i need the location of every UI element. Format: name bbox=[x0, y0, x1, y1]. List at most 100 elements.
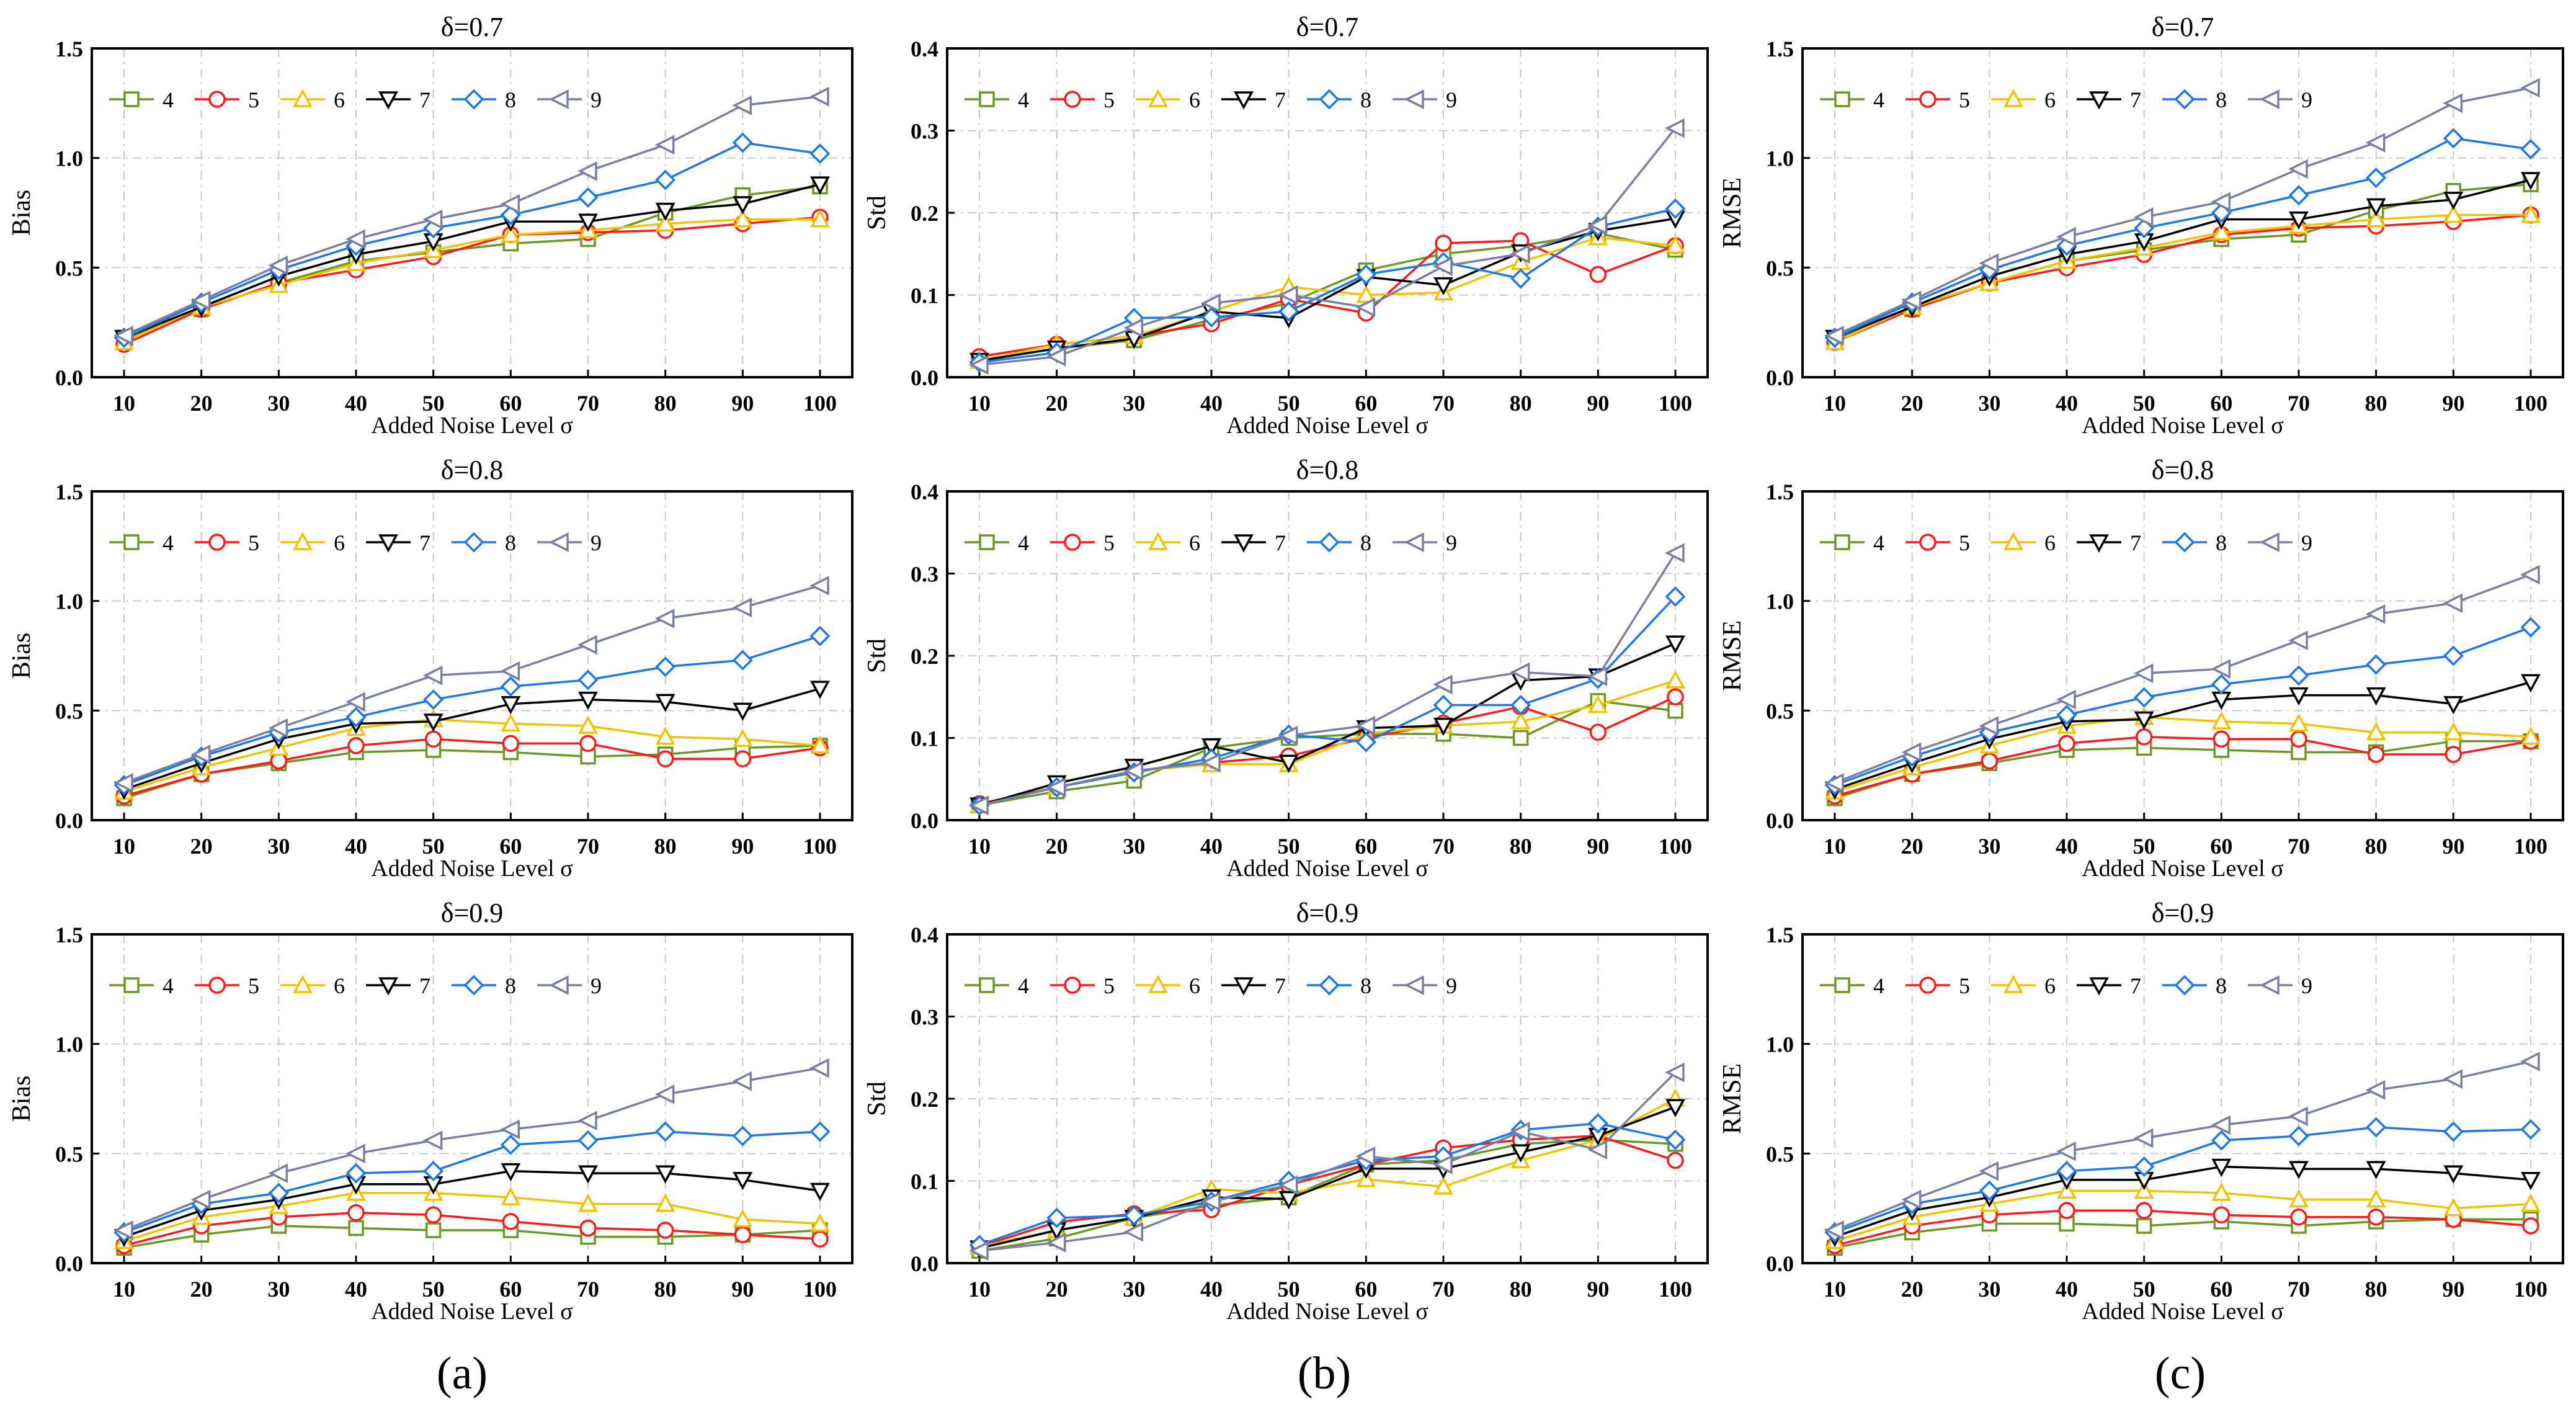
series-7-point bbox=[2134, 711, 2154, 730]
y-axis-label: Bias bbox=[7, 190, 36, 236]
y-tick-label: 1.5 bbox=[1766, 480, 1794, 504]
series-8-point bbox=[423, 1161, 444, 1182]
series-8-point bbox=[655, 656, 676, 677]
y-tick-label: 0.2 bbox=[911, 644, 938, 669]
x-tick-label: 30 bbox=[1123, 1277, 1145, 1302]
legend-marker-4 bbox=[1834, 91, 1850, 107]
legend-marker-9 bbox=[2260, 89, 2280, 109]
legend-label-6: 6 bbox=[1189, 87, 1200, 112]
series-4 bbox=[971, 693, 1683, 813]
series-8 bbox=[969, 586, 1686, 816]
series-9-point bbox=[268, 718, 288, 738]
series-6-point bbox=[578, 1193, 598, 1212]
series-4-line bbox=[123, 744, 821, 800]
legend-label-9: 9 bbox=[591, 530, 602, 555]
series-5-point bbox=[347, 1204, 365, 1222]
series-5-point bbox=[2522, 1217, 2539, 1235]
x-tick-label: 70 bbox=[577, 1277, 599, 1302]
x-tick-label: 60 bbox=[499, 834, 522, 859]
series-7-line bbox=[979, 217, 1676, 362]
x-tick-label: 80 bbox=[1510, 834, 1532, 859]
plot-frame bbox=[1801, 490, 2564, 821]
y-tick-label: 0.3 bbox=[911, 119, 938, 144]
series-7-point bbox=[578, 1165, 598, 1184]
series-6-point bbox=[2366, 722, 2386, 741]
legend-label-8: 8 bbox=[2216, 530, 2227, 555]
series-9-point bbox=[1665, 118, 1685, 138]
x-tick-label: 20 bbox=[1901, 834, 1923, 859]
x-tick-label: 10 bbox=[968, 391, 991, 416]
legend: 4 5 6 7 8 9 bbox=[1820, 87, 2312, 112]
series-8-point bbox=[345, 1163, 367, 1184]
series-9 bbox=[114, 1058, 829, 1240]
x-tick-label: 30 bbox=[267, 391, 290, 416]
x-tick-label: 100 bbox=[2514, 391, 2547, 416]
series-5-point bbox=[2058, 1202, 2075, 1219]
series-5-point bbox=[2213, 1206, 2231, 1224]
series-5-point bbox=[502, 735, 520, 753]
series-9-point bbox=[1979, 1161, 1999, 1181]
series-7 bbox=[1825, 1158, 2541, 1248]
series-8-point bbox=[2443, 645, 2464, 666]
legend-marker-7 bbox=[2089, 91, 2109, 110]
y-tick-label: 1.0 bbox=[55, 1032, 83, 1057]
series-6 bbox=[969, 670, 1685, 813]
series-9-point bbox=[2443, 93, 2463, 114]
series-9-point bbox=[1901, 742, 1922, 762]
chart-title: δ=0.7 bbox=[1296, 12, 1359, 42]
series-5-line bbox=[1834, 1209, 2531, 1247]
x-tick-label: 20 bbox=[190, 1277, 213, 1302]
x-tick-label: 80 bbox=[1510, 391, 1532, 416]
series-9-line bbox=[1834, 86, 2531, 337]
series-8-point bbox=[1587, 1113, 1608, 1134]
series-9-point bbox=[2288, 159, 2308, 179]
series-6-point bbox=[2211, 711, 2232, 730]
series-9-point bbox=[969, 795, 989, 815]
plot-frame bbox=[91, 933, 853, 1264]
legend-label-4: 4 bbox=[163, 87, 174, 112]
series-6-line bbox=[1834, 716, 2531, 793]
series-8-point bbox=[2288, 185, 2309, 206]
x-tick-label: 60 bbox=[1355, 834, 1377, 859]
series-6-point bbox=[501, 224, 521, 243]
series-6-point bbox=[810, 735, 830, 754]
series-8-point bbox=[1510, 268, 1531, 289]
series-5 bbox=[1826, 728, 2539, 805]
legend-label-7: 7 bbox=[1275, 87, 1286, 112]
series-5-point bbox=[2290, 730, 2307, 748]
series-4-point bbox=[1512, 730, 1529, 746]
series-6-point bbox=[1665, 670, 1685, 689]
y-tick-label: 0.1 bbox=[911, 726, 938, 751]
x-tick-label: 70 bbox=[1432, 1277, 1455, 1302]
series-9 bbox=[1824, 78, 2540, 346]
series-9-point bbox=[2133, 1128, 2154, 1148]
x-tick-label: 100 bbox=[803, 1277, 837, 1302]
series-9-point bbox=[809, 1058, 829, 1078]
series-6-point bbox=[2443, 1197, 2464, 1217]
series-6-point bbox=[2289, 1189, 2309, 1208]
series-8 bbox=[1824, 128, 2541, 348]
series-7-point bbox=[1665, 1099, 1685, 1117]
y-tick-label: 1.0 bbox=[1766, 146, 1794, 171]
x-tick-label: 30 bbox=[267, 834, 290, 859]
series-8-line bbox=[123, 1130, 821, 1234]
series-7-point bbox=[2289, 1161, 2309, 1179]
legend-marker-8 bbox=[1319, 975, 1340, 996]
y-axis-label: Bias bbox=[7, 633, 36, 679]
y-tick-label: 1.0 bbox=[1766, 1032, 1794, 1057]
series-9-point bbox=[1046, 347, 1066, 367]
legend: 4 5 6 7 8 9 bbox=[965, 530, 1457, 555]
series-7-line bbox=[1834, 681, 2531, 791]
x-tick-label: 10 bbox=[1824, 1277, 1846, 1302]
series-9-point bbox=[1278, 725, 1298, 746]
legend-marker-6 bbox=[2003, 532, 2023, 550]
series-9 bbox=[1824, 1052, 2540, 1240]
chart-title: δ=0.9 bbox=[1296, 898, 1359, 928]
legend-label-5: 5 bbox=[248, 973, 259, 998]
x-axis-label: Added Noise Level σ bbox=[1226, 413, 1428, 439]
chart-panel-r1c2: 10 20 30 40 50 60 70 80 90 100 0.0 0.1 0.2 0.3 0.4 δ=0.… bbox=[863, 12, 1709, 439]
y-tick-label: 0.0 bbox=[55, 365, 83, 390]
legend-marker-8 bbox=[463, 532, 484, 553]
series-8-point bbox=[2520, 617, 2541, 638]
